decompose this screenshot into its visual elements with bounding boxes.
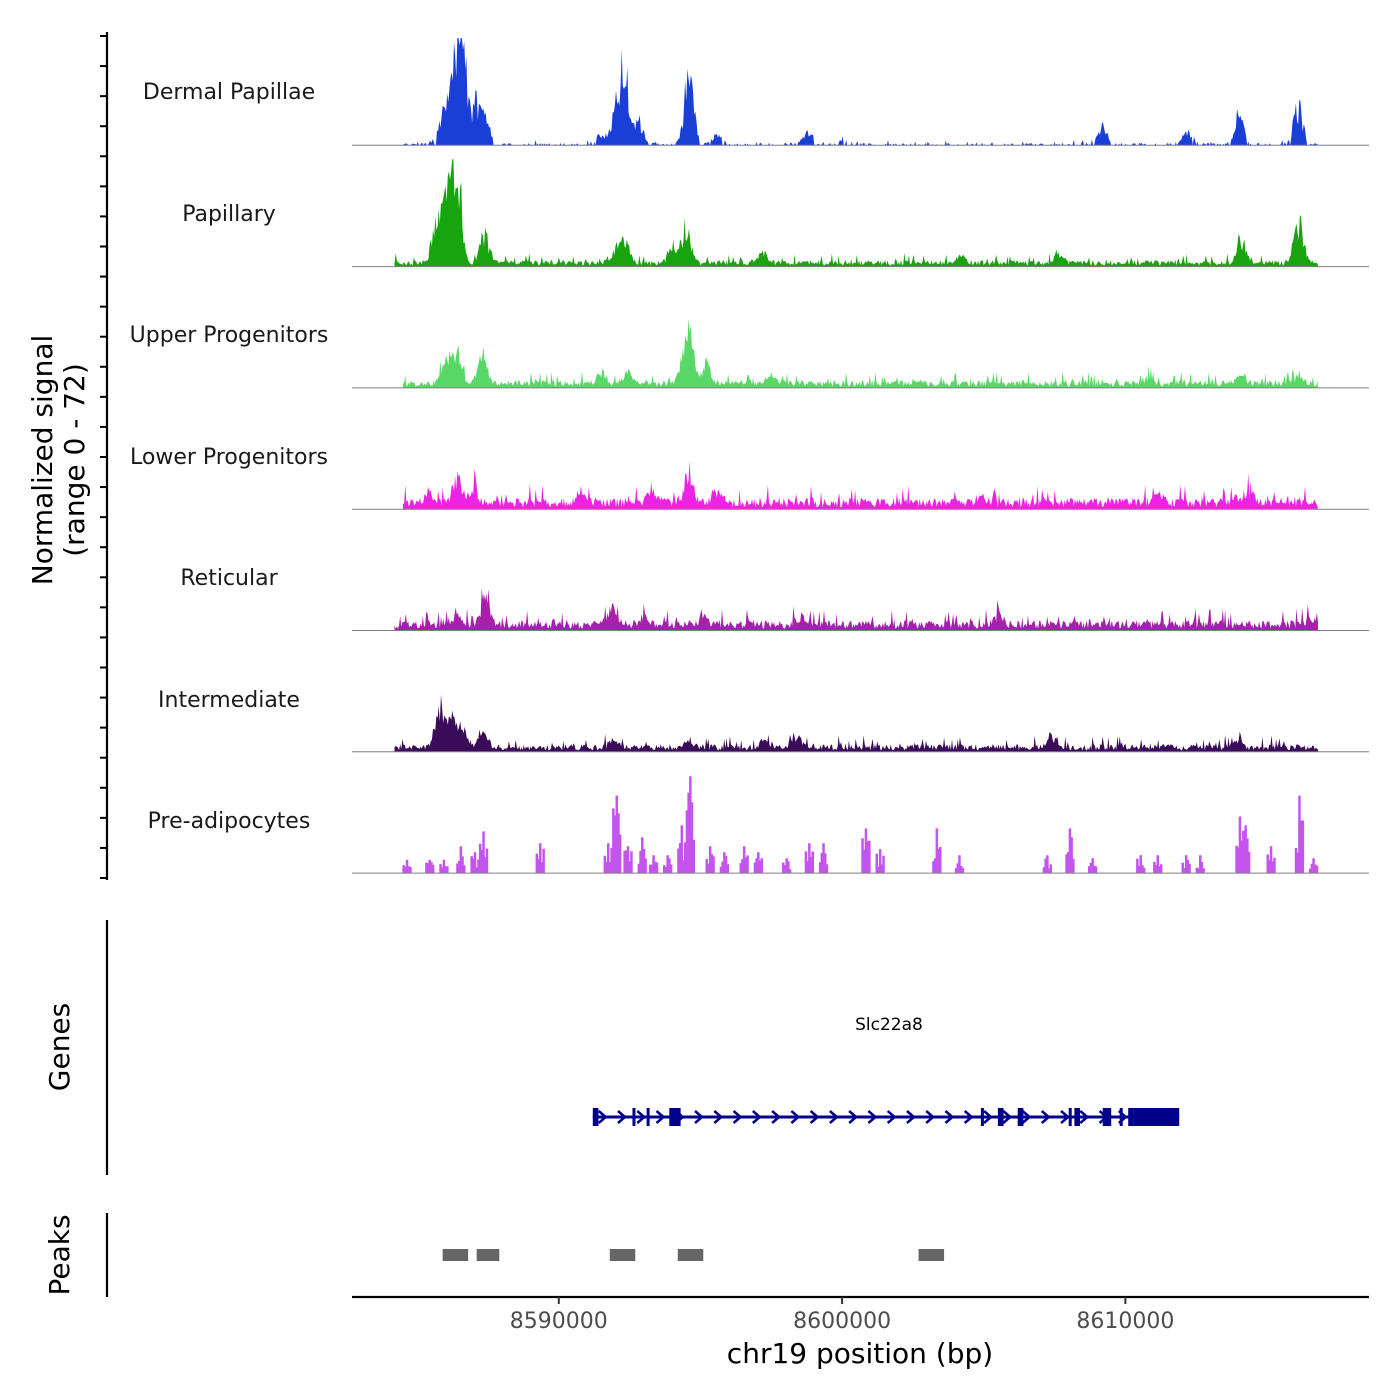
track-label-reticular: Reticular — [180, 566, 278, 591]
gene-model — [592, 1108, 1180, 1126]
gene-exon — [1074, 1108, 1081, 1126]
signal-area-upper-progenitors — [403, 318, 1318, 388]
signal-area-pre-adipocytes — [402, 776, 1319, 874]
track-dermal-papillae — [352, 38, 1369, 146]
gene-exon — [1119, 1108, 1123, 1126]
signal-area-papillary — [394, 159, 1318, 267]
strand-arrow-icon — [1040, 1110, 1051, 1124]
track-lower-progenitors — [352, 461, 1369, 510]
peak-region — [918, 1249, 945, 1261]
peak-region — [442, 1249, 469, 1261]
strand-arrow-icon — [1021, 1110, 1032, 1124]
track-label-intermediate: Intermediate — [158, 688, 300, 713]
genes-ylabel: Genes — [43, 1003, 76, 1091]
x-axis-title: chr19 position (bp) — [727, 1337, 993, 1370]
track-label-upper-progenitors: Upper Progenitors — [130, 323, 329, 348]
track-label-lower-progenitors: Lower Progenitors — [130, 445, 328, 470]
strand-arrow-icon — [829, 1110, 839, 1124]
strand-arrow-icon — [925, 1110, 936, 1124]
strand-arrow-icon — [617, 1110, 627, 1124]
strand-arrow-icon — [597, 1110, 608, 1124]
track-pre-adipocytes — [352, 776, 1369, 874]
gene-exon — [592, 1108, 599, 1126]
strand-arrow-icon — [636, 1110, 647, 1124]
track-label-dermal-papillae: Dermal Papillae — [143, 80, 315, 105]
track-papillary — [352, 159, 1369, 268]
strand-arrow-icon — [713, 1110, 724, 1124]
strand-arrow-icon — [983, 1110, 993, 1124]
gene-exon — [646, 1108, 650, 1126]
gene-exon — [1068, 1108, 1072, 1126]
peaks-ylabel: Peaks — [43, 1214, 76, 1295]
strand-arrow-icon — [867, 1110, 878, 1124]
gene-exon — [980, 1108, 984, 1126]
peak-region — [476, 1249, 500, 1261]
gene-exon — [1128, 1108, 1134, 1126]
strand-arrow-icon — [1079, 1110, 1090, 1124]
strand-arrow-icon — [732, 1110, 743, 1124]
track-upper-progenitors — [352, 318, 1369, 389]
signal-area-reticular — [394, 588, 1318, 631]
strand-arrow-icon — [809, 1110, 820, 1124]
peak-region — [677, 1249, 704, 1261]
track-intermediate — [352, 694, 1369, 753]
peak-region — [609, 1249, 636, 1261]
signal-area-intermediate — [394, 694, 1318, 752]
x-axis-ticks — [557, 1297, 1127, 1304]
gene-exon — [669, 1108, 681, 1126]
signal-area-lower-progenitors — [403, 461, 1318, 510]
gene-exon — [1017, 1108, 1024, 1126]
gene-label: Slc22a8 — [855, 1015, 923, 1035]
strand-arrow-icon — [790, 1110, 801, 1124]
strand-arrow-icon — [944, 1110, 955, 1124]
gene-exon — [1102, 1108, 1112, 1126]
strand-arrow-icon — [906, 1110, 916, 1124]
strand-arrow-icon — [1060, 1110, 1070, 1124]
track-label-pre-adipocytes: Pre-adipocytes — [148, 809, 311, 834]
strand-arrow-icon — [1002, 1110, 1013, 1124]
signal-ylabel-line2: (range 0 - 72) — [58, 363, 91, 557]
strand-arrow-icon — [848, 1110, 859, 1124]
strand-arrow-icon — [886, 1110, 897, 1124]
x-tick-label-1: 8590000 — [510, 1309, 608, 1334]
gene-exon — [997, 1108, 1004, 1126]
peaks-layer — [442, 1249, 945, 1261]
gene-exon — [1133, 1108, 1180, 1126]
gene-exon — [632, 1108, 636, 1126]
strand-arrow-icon — [963, 1110, 974, 1124]
track-label-papillary: Papillary — [182, 202, 276, 227]
x-tick-label-2: 8600000 — [793, 1309, 891, 1334]
strand-arrow-icon — [694, 1110, 704, 1124]
strand-arrow-icon — [752, 1110, 762, 1124]
signal-panel-ticks — [100, 35, 107, 879]
track-reticular — [352, 588, 1369, 631]
signal-area-dermal-papillae — [403, 38, 1318, 146]
strand-arrow-icon — [771, 1110, 782, 1124]
x-tick-label-3: 8610000 — [1076, 1309, 1174, 1334]
signal-ylabel-line1: Normalized signal — [26, 335, 59, 586]
strand-arrow-icon — [655, 1110, 666, 1124]
